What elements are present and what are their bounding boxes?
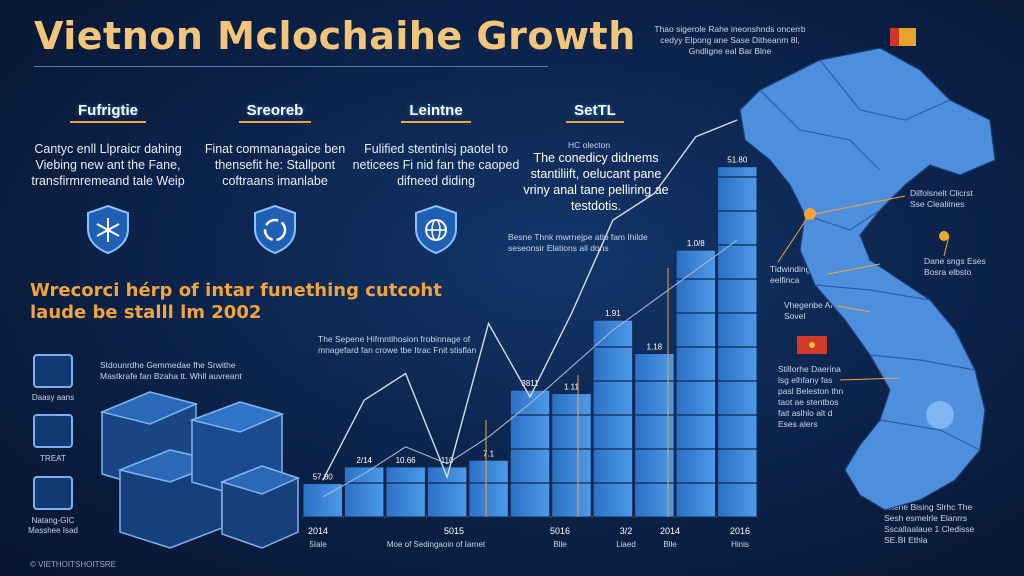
footer-credit: © VIETHOITSHOITSRE [30, 560, 116, 569]
map-note-2: Tidwinding toy eelfinca [770, 264, 825, 285]
chart-bar [343, 466, 385, 518]
map-flag-icon [890, 28, 916, 46]
feature-label: Leintne [401, 100, 471, 123]
map-note-6: Wlene Bising Slrhc The Sesh esmelrle Ela… [884, 502, 975, 545]
feature-card-4: SetTL [520, 100, 670, 123]
shield-snowflake-icon [87, 204, 129, 255]
bar-value-label: 7.1 [483, 449, 495, 458]
side-item-label: TREAT [40, 454, 66, 463]
cubes-caption: Stdounrdhe Gemmedae fhe Srwithe Mastkraf… [100, 360, 242, 381]
title-divider [34, 66, 548, 67]
database-icon [33, 354, 73, 388]
x-tick-label: 2016 [730, 526, 750, 536]
feature-description: Finat commanagaice ben thensefit he: Sta… [204, 142, 346, 188]
chart-bar [717, 166, 758, 518]
bar-value-label: 51.80 [727, 156, 748, 165]
chart-bar [468, 459, 509, 518]
side-item-label: Daasy aans [31, 393, 75, 402]
feature-label: Sreoreb [238, 100, 312, 123]
x-sub-label: Hinis [731, 540, 749, 549]
feature-4-description: The conedicy didnems stantiliift, oeluca… [523, 151, 669, 213]
side-item-label: Natang-GIC Masshee Isad [28, 516, 78, 535]
x-tick-label: 3/2 [620, 526, 633, 536]
feature-label: Fufrigtie [70, 100, 146, 123]
x-sub-label: Liaed [616, 540, 636, 549]
bar-value-label: 1.11 [564, 383, 580, 392]
bar-value-label: 1.18 [647, 343, 663, 352]
bar-value-label: 10.66 [396, 456, 417, 465]
feature-description: Cantyc enll Llpraicr dahing Viebing new … [31, 142, 185, 188]
chart-bar [509, 389, 551, 518]
network-icon [33, 476, 73, 510]
section-subheading: Wrecorci hérp of intar funething cutcoht… [30, 280, 442, 323]
bar-value-label: 110 [441, 456, 454, 465]
x-sub-label: 5Iale [309, 540, 327, 549]
x-tick-label: 2014 [308, 526, 328, 536]
bar-value-label: 1.0/8 [687, 239, 705, 248]
pen-icon [33, 414, 73, 448]
bar-value-label: 2/14 [356, 456, 372, 465]
annotation-mid-lower: The Sepene Hifmntihosion frobinnage of m… [318, 334, 477, 355]
bar-value-label: 1.91 [605, 309, 621, 318]
feature-card-2: Sreoreb Finat commanagaice ben thensefit… [191, 100, 359, 255]
annotation-top-right: HC olecton [568, 140, 611, 150]
x-sub-label: Blle [663, 540, 677, 549]
annotation-mid-upper: Besne Thnk mwrnejpe atlo fam Ihilde sese… [508, 232, 648, 253]
map-note-3: Dane sngs Eses Bosra elbsto [924, 256, 986, 277]
chart-bar [592, 319, 634, 518]
page-title: Vietnon Mclochaihe Growth [34, 14, 636, 58]
map-leader-lines [777, 195, 950, 381]
feature-card-1: Fufrigtie Cantyc enll Llpraicr dahing Vi… [24, 100, 192, 255]
vietnam-map [739, 47, 996, 511]
x-sub-label: Blle [553, 540, 567, 549]
map-note-1: Dilfolsnelt Clicrst Sse Clealimes [910, 188, 973, 209]
shield-cycle-icon [254, 204, 296, 255]
x-tick-label: 5015 [444, 526, 464, 536]
feature-description: Fulified stentinlsj paotel to neticees F… [352, 142, 520, 188]
map-note-4: Vhegenbe Al Sovel [784, 300, 833, 321]
growth-chart: 57.80 2/14 10.66 110 7.1 3811 1.11 1.91 1.18 1.0/… [302, 119, 758, 549]
chart-bar [551, 393, 592, 518]
x-tick-label: 5016 [550, 526, 570, 536]
shield-globe-icon [415, 204, 457, 255]
x-tick-label: 2014 [660, 526, 680, 536]
x-sub-label: Moe of Sedingaoin of Iarnet [387, 540, 486, 549]
bar-value-label: 57.80 [313, 473, 334, 482]
cube-stack-illustration [99, 391, 301, 549]
map-note-5: Stillorhe Daerina lsg elhfany fas pasl B… [778, 364, 844, 429]
line-series-trend [322, 119, 738, 481]
chart-bar [385, 466, 426, 518]
bar-value-label: 3811 [521, 379, 539, 388]
feature-card-3: Leintne Fulified stentinlsj paotel to ne… [352, 100, 520, 255]
chart-bar [675, 249, 717, 518]
feature-label: SetTL [566, 100, 624, 123]
map-header-note: Thao sigerole Rahe ineonshnds oncerrb ce… [654, 24, 806, 56]
